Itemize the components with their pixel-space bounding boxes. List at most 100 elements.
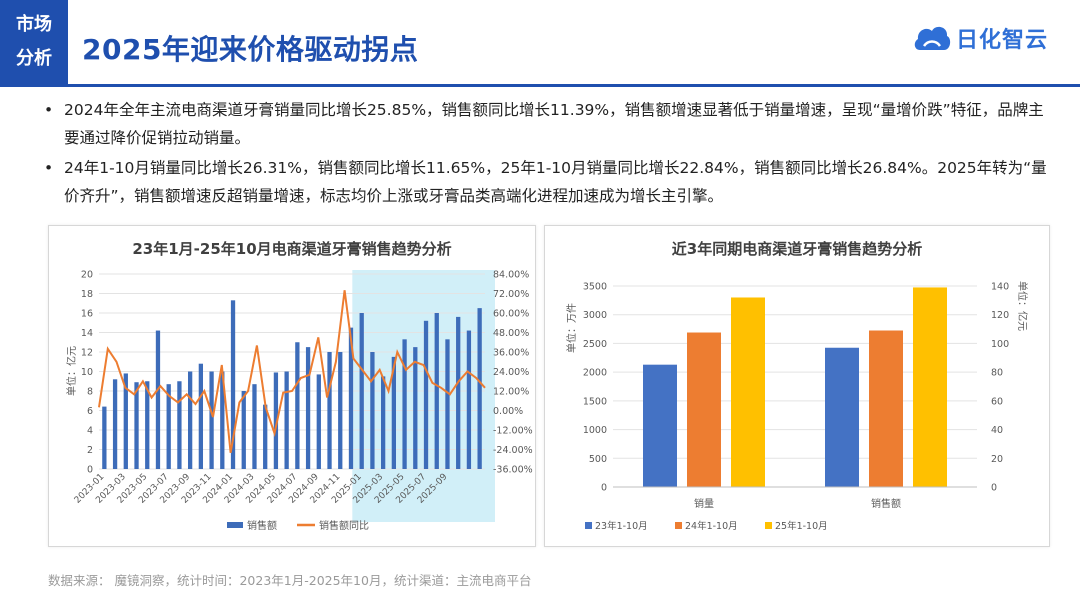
x-category-label: 销售额 [871, 497, 901, 510]
sales-bar [177, 381, 182, 469]
y-tick-left: 3000 [583, 310, 607, 321]
legend-swatch-sales [227, 522, 243, 528]
sales-bar [477, 308, 482, 469]
bullet-list: 2024年全年主流电商渠道牙膏销量同比增长25.85%，销售额同比增长11.39… [40, 96, 1050, 212]
y-tick-right: -24.00% [493, 445, 533, 456]
sales-bar [391, 356, 397, 469]
sales-bar [273, 372, 279, 469]
sales-bar [166, 384, 171, 469]
y-tick-left: 16 [81, 309, 93, 320]
y-tick-right: 72.00% [493, 289, 529, 300]
bar-volume [731, 297, 765, 487]
y-tick-left: 2500 [583, 339, 607, 350]
trend-chart-title: 23年1月-25年10月电商渠道牙膏销售趋势分析 [132, 240, 452, 258]
comparison-chart: 0 500 1000 1500 2000 2500 3000 3500 0 20 40 60 80 100… [565, 281, 1029, 532]
y-tick-left: 20 [81, 270, 93, 281]
legend-label: 销售额 [247, 519, 277, 532]
y-tick-left: 4 [87, 426, 93, 437]
y-tick-left: 6 [87, 406, 93, 417]
y-tick-right: 24.00% [493, 367, 529, 378]
y-tick-left: 0 [87, 465, 93, 476]
y-axis-label-right: 单位：亿元 [1016, 281, 1029, 331]
sales-bar [230, 300, 236, 469]
y-tick-right: 0.00% [493, 406, 523, 417]
y-tick-left: 1000 [583, 425, 607, 436]
sales-bar [187, 371, 193, 469]
sales-bar [284, 371, 289, 469]
y-tick-left: 10 [81, 367, 93, 378]
y-tick-right: 0 [991, 483, 997, 494]
bar-sales [825, 347, 859, 487]
y-tick-right: 40 [991, 425, 1003, 436]
y-axis-label: 单位：亿元 [65, 346, 78, 396]
y-tick-right: 120 [991, 310, 1009, 321]
y-tick-right: 84.00% [493, 270, 529, 281]
trend-chart: 0 2 4 6 8 10 12 14 16 18 20 -36.00% -24.00% -12.00% 0.… [65, 270, 533, 533]
sales-bar [338, 352, 343, 469]
y-tick-right: 20 [991, 454, 1003, 465]
page-title: 2025年迎来价格驱动拐点 [82, 33, 419, 66]
y-tick-left: 0 [601, 483, 607, 494]
legend-swatch [675, 522, 682, 529]
bar-sales [869, 330, 903, 487]
legend-label: 24年1-10月 [685, 520, 738, 532]
y-tick-left: 500 [589, 454, 607, 465]
sales-bar [145, 381, 150, 469]
sales-bar [305, 347, 311, 469]
sales-bar [316, 374, 321, 469]
sales-bar [348, 327, 354, 469]
y-tick-right: 48.00% [493, 328, 529, 339]
logo-text: 日化智云 [955, 28, 1048, 53]
legend-label: 25年1-10月 [775, 520, 828, 532]
sales-bar [220, 371, 225, 469]
legend-swatch [765, 522, 772, 529]
trend-chart-panel: 23年1月-25年10月电商渠道牙膏销售趋势分析 0 2 4 6 8 10 12 14 16 18… [48, 225, 536, 547]
sales-bar [456, 316, 461, 469]
y-axis-label-left: 单位：万件 [565, 303, 578, 353]
y-tick-left: 3500 [583, 282, 607, 293]
sales-bar [466, 330, 472, 469]
sales-bar [209, 371, 214, 469]
sales-bar [359, 313, 364, 469]
comparison-chart-panel: 近3年同期电商渠道牙膏销售趋势分析 0 500 1000 1500 2000 2500 30… [544, 225, 1050, 547]
sales-bar [370, 352, 375, 469]
sales-bar [380, 376, 386, 469]
sales-bar [123, 373, 128, 469]
sales-bar [327, 352, 332, 469]
bar-volume [643, 364, 677, 487]
data-source-note: 数据来源： 魔镜洞察，统计时间：2023年1月-2025年10月，统计渠道：主流… [48, 573, 532, 588]
y-tick-left: 14 [81, 328, 93, 339]
sales-bar [155, 330, 161, 469]
y-tick-right: -12.00% [493, 426, 533, 437]
sales-bar [198, 363, 204, 469]
y-tick-right: 12.00% [493, 387, 529, 398]
sales-bar [134, 382, 139, 469]
yoy-line [98, 290, 486, 453]
section-tag-line2: 分析 [16, 48, 52, 69]
bar-sales [913, 287, 947, 487]
legend-label: 销售额同比 [319, 519, 369, 532]
sales-bar [413, 347, 418, 469]
y-tick-right: 100 [991, 339, 1009, 350]
sales-bar [295, 342, 300, 469]
y-tick-left: 8 [87, 387, 93, 398]
legend-label: 23年1-10月 [595, 520, 648, 532]
bullet-item: 24年1-10月销量同比增长26.31%，销售额同比增长11.65%，25年1-… [40, 154, 1050, 210]
y-tick-right: 60.00% [493, 309, 529, 320]
sales-bar [445, 339, 450, 469]
y-tick-left: 2 [87, 445, 93, 456]
y-tick-right: 60 [991, 396, 1003, 407]
section-tag: 市场 分析 [0, 0, 68, 84]
highlight-2025-region [352, 270, 495, 522]
legend-swatch [585, 522, 592, 529]
sales-bar [402, 339, 407, 469]
bullet-item: 2024年全年主流电商渠道牙膏销量同比增长25.85%，销售额同比增长11.39… [40, 96, 1050, 152]
sales-bar [434, 313, 439, 469]
y-tick-left: 2000 [583, 368, 607, 379]
sales-bar [241, 391, 246, 469]
comparison-chart-title: 近3年同期电商渠道牙膏销售趋势分析 [671, 240, 923, 258]
y-tick-right: 36.00% [493, 348, 529, 359]
sales-bar [423, 320, 429, 469]
sales-bar [252, 384, 257, 469]
sales-bar [112, 379, 118, 469]
